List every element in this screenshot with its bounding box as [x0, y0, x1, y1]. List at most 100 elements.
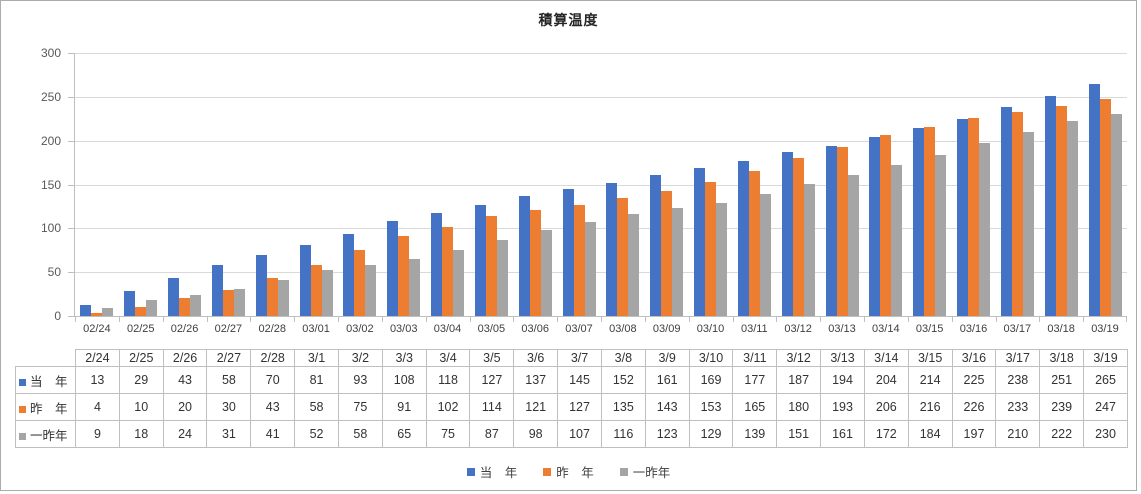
- bar: [299, 245, 311, 316]
- bar-group: [776, 53, 820, 316]
- table-cell: 251: [1039, 366, 1085, 394]
- bar: [562, 188, 574, 316]
- table-cell: 65: [381, 420, 427, 448]
- table-column-header: 3/7: [557, 349, 602, 367]
- x-axis-label: 02/28: [258, 323, 286, 335]
- table-column-header: 3/10: [688, 349, 734, 367]
- table-column-header: 2/26: [162, 349, 208, 367]
- bar: [661, 190, 673, 316]
- table-cell: 10: [118, 393, 164, 421]
- table-cell: 204: [863, 366, 909, 394]
- bar: [1066, 121, 1078, 316]
- table-column-header: 3/16: [951, 349, 997, 367]
- bar: [672, 208, 684, 316]
- x-axis-label: 02/27: [214, 323, 243, 335]
- x-axis-tick: [469, 317, 471, 322]
- bar: [179, 298, 191, 316]
- table-column-header: 3/11: [732, 349, 778, 367]
- table-cell: 143: [644, 393, 690, 421]
- y-axis-tick-label: 250: [40, 89, 61, 104]
- bar: [354, 250, 366, 316]
- x-axis: 02/24 02/25 02/26 02/27 02/28 03/01 03/02 03/03…: [75, 323, 1127, 335]
- table-column-header: 2/24: [75, 349, 120, 367]
- x-axis-tick: [995, 317, 997, 322]
- plot-area: [74, 53, 1127, 317]
- gridline: [75, 272, 1127, 274]
- x-axis-label: 03/05: [477, 323, 506, 335]
- bar-group: [996, 53, 1040, 316]
- table-cell: 81: [294, 366, 339, 394]
- table-cell: 24: [162, 420, 208, 448]
- legend-key-icon: [19, 432, 26, 440]
- y-axis-tick-label: 50: [47, 265, 61, 280]
- table-cell: 108: [381, 366, 427, 394]
- bar-group: [338, 53, 382, 316]
- table-column-header: 3/4: [425, 349, 471, 367]
- x-axis-tick: [732, 317, 734, 322]
- table-cell: 43: [162, 366, 208, 394]
- table-cell: 129: [688, 420, 734, 448]
- x-axis-tick: [381, 317, 383, 322]
- legend-key-icon: [466, 467, 475, 476]
- gridline: [75, 228, 1127, 230]
- table-cell: 114: [469, 393, 515, 421]
- x-axis-tick: [601, 317, 602, 322]
- bar: [365, 265, 377, 316]
- bar: [409, 259, 421, 316]
- table-cell: 98: [513, 420, 559, 448]
- bar: [1000, 107, 1012, 316]
- bar: [453, 250, 465, 316]
- bar: [1022, 131, 1034, 316]
- table-column-header: 3/1: [294, 349, 339, 367]
- x-axis-label: 03/04: [433, 323, 462, 335]
- table-cell: 187: [776, 366, 822, 394]
- bar: [880, 135, 892, 316]
- bar: [705, 181, 717, 316]
- bar-group: [382, 53, 426, 316]
- bar: [1011, 111, 1023, 316]
- table-column-header: 3/6: [513, 349, 559, 367]
- table-cell: 52: [294, 420, 339, 448]
- bar: [1088, 83, 1100, 316]
- bar: [825, 145, 837, 316]
- bar-group: [645, 53, 689, 316]
- x-axis-label: 03/01: [302, 323, 330, 335]
- table-cell: 151: [776, 420, 822, 448]
- table-cell: 153: [688, 393, 734, 421]
- table-cell: 58: [206, 366, 252, 394]
- bar: [124, 290, 136, 316]
- table-cell: 161: [644, 366, 690, 394]
- bar: [584, 222, 596, 316]
- bar: [650, 174, 662, 316]
- bar: [847, 174, 859, 316]
- x-axis-label: 02/26: [170, 323, 199, 335]
- bar: [759, 194, 771, 316]
- table-cell: 247: [1083, 393, 1128, 421]
- gridline: [75, 184, 1127, 186]
- table-row: 昨 年 4 10 20 30 43 58 75 91 102 114 121 127 135 143 153 1…: [15, 393, 1128, 421]
- table-column-header: 3/2: [337, 349, 383, 367]
- bar: [792, 158, 804, 316]
- x-axis-label: 03/08: [609, 323, 637, 335]
- x-axis-label: 03/06: [521, 323, 549, 335]
- x-axis-tick: [776, 317, 778, 322]
- table-cell: 210: [995, 420, 1041, 448]
- x-axis-label: 03/14: [872, 323, 900, 335]
- legend-label: 当 年: [479, 466, 518, 480]
- table-cell: 180: [776, 393, 822, 421]
- bar: [255, 254, 267, 316]
- x-axis-label: 03/03: [389, 323, 418, 335]
- y-axis-tick: [68, 96, 74, 98]
- bar: [190, 294, 202, 316]
- y-axis-tick: [68, 228, 74, 230]
- table-cell: 225: [951, 366, 997, 394]
- bar: [518, 195, 530, 316]
- bar: [431, 212, 443, 316]
- table-cell: 152: [600, 366, 646, 394]
- table-cell: 222: [1039, 420, 1085, 448]
- table-column-header: 2/25: [118, 349, 164, 367]
- table-cell: 193: [820, 393, 865, 421]
- table-cell: 58: [337, 420, 383, 448]
